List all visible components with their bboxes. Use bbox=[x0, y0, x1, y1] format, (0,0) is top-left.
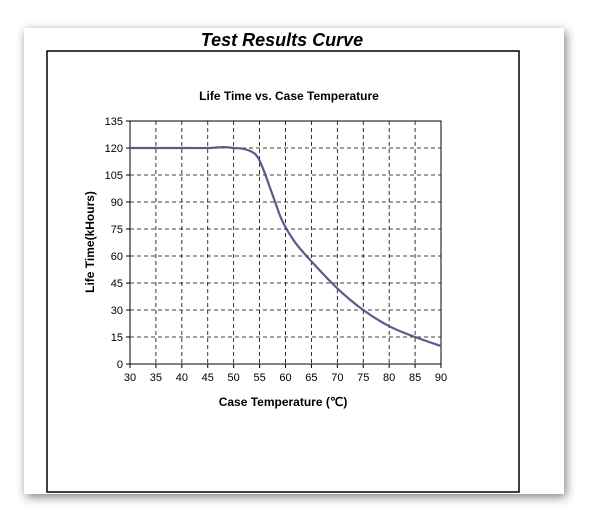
chart-frame bbox=[46, 50, 520, 493]
y-tick-label: 15 bbox=[111, 332, 123, 344]
series-line-life-time bbox=[130, 146, 442, 348]
grid-lines bbox=[130, 121, 441, 364]
x-tick-label: 75 bbox=[357, 372, 369, 384]
y-axis-ticks: 0 15 30 45 60 75 90 105 120 135 bbox=[105, 116, 130, 371]
y-tick-label: 75 bbox=[111, 224, 123, 236]
page-heading: Test Results Curve bbox=[201, 30, 363, 50]
y-tick-label: 0 bbox=[117, 359, 123, 371]
y-tick-label: 60 bbox=[111, 251, 123, 263]
x-tick-label: 90 bbox=[435, 372, 447, 384]
x-tick-label: 45 bbox=[202, 372, 214, 384]
y-tick-label: 120 bbox=[105, 143, 123, 155]
x-tick-label: 80 bbox=[383, 372, 395, 384]
x-tick-label: 35 bbox=[150, 372, 162, 384]
x-tick-label: 70 bbox=[331, 372, 343, 384]
y-tick-label: 30 bbox=[111, 305, 123, 317]
x-tick-label: 55 bbox=[253, 372, 265, 384]
x-axis-ticks: 30 35 40 45 50 55 60 65 70 75 80 85 90 bbox=[124, 364, 447, 384]
y-axis-label: Life Time(kHours) bbox=[83, 191, 97, 293]
x-tick-label: 60 bbox=[279, 372, 291, 384]
x-tick-label: 40 bbox=[176, 372, 188, 384]
y-tick-label: 135 bbox=[105, 116, 123, 128]
x-tick-label: 65 bbox=[305, 372, 317, 384]
x-tick-label: 50 bbox=[228, 372, 240, 384]
series-layer bbox=[130, 146, 442, 348]
x-axis-label: Case Temperature (℃) bbox=[219, 395, 348, 409]
x-tick-label: 85 bbox=[409, 372, 421, 384]
x-tick-label: 30 bbox=[124, 372, 136, 384]
y-tick-label: 45 bbox=[111, 278, 123, 290]
y-tick-label: 105 bbox=[105, 170, 123, 182]
y-tick-label: 90 bbox=[111, 197, 123, 209]
chart-title: Life Time vs. Case Temperature bbox=[199, 89, 379, 103]
